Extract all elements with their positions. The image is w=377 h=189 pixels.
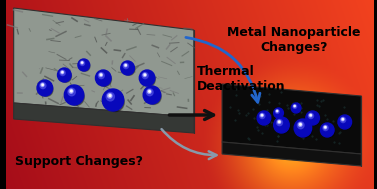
Circle shape (109, 95, 111, 97)
Circle shape (37, 80, 53, 96)
Circle shape (299, 123, 302, 126)
Circle shape (143, 73, 146, 77)
Circle shape (123, 64, 135, 75)
Circle shape (98, 73, 112, 86)
Circle shape (69, 89, 73, 93)
Circle shape (108, 94, 112, 98)
Circle shape (60, 70, 72, 82)
Circle shape (276, 120, 290, 133)
Circle shape (259, 113, 271, 125)
Circle shape (82, 62, 83, 63)
Circle shape (306, 111, 319, 125)
Circle shape (123, 63, 129, 69)
Circle shape (277, 120, 281, 124)
Text: Support Changes?: Support Changes? (15, 154, 143, 167)
Circle shape (98, 73, 104, 79)
Circle shape (121, 61, 135, 75)
Circle shape (124, 64, 127, 67)
Circle shape (308, 113, 320, 125)
Circle shape (68, 88, 84, 105)
Circle shape (260, 113, 265, 119)
Circle shape (139, 70, 155, 86)
Circle shape (323, 125, 334, 137)
Circle shape (294, 105, 296, 107)
Circle shape (146, 89, 153, 96)
Circle shape (257, 111, 271, 125)
Polygon shape (14, 103, 194, 133)
Circle shape (100, 73, 103, 77)
Circle shape (106, 93, 124, 112)
Circle shape (147, 90, 151, 93)
Circle shape (80, 61, 90, 71)
Circle shape (294, 105, 295, 106)
Circle shape (320, 123, 334, 137)
Circle shape (106, 93, 114, 101)
Circle shape (297, 122, 312, 137)
Circle shape (274, 117, 289, 133)
Circle shape (309, 114, 312, 117)
Circle shape (275, 110, 284, 118)
Circle shape (100, 74, 102, 76)
Circle shape (276, 110, 279, 113)
Circle shape (142, 73, 148, 79)
Circle shape (60, 70, 65, 76)
Circle shape (102, 89, 124, 111)
Circle shape (340, 117, 352, 129)
Circle shape (143, 86, 161, 104)
Circle shape (142, 73, 155, 86)
Polygon shape (14, 8, 194, 117)
Polygon shape (222, 84, 361, 154)
Circle shape (277, 120, 282, 126)
Circle shape (291, 103, 301, 113)
Circle shape (41, 83, 44, 87)
Circle shape (294, 119, 312, 137)
Text: Thermal
Deactivation: Thermal Deactivation (197, 65, 285, 93)
Circle shape (342, 119, 343, 120)
Circle shape (144, 74, 146, 76)
Circle shape (300, 124, 301, 125)
Circle shape (57, 68, 71, 82)
Circle shape (279, 121, 280, 122)
Circle shape (274, 108, 284, 118)
Circle shape (61, 71, 64, 74)
Circle shape (40, 83, 53, 96)
Circle shape (324, 126, 326, 129)
Circle shape (149, 91, 150, 92)
Circle shape (64, 85, 84, 105)
Circle shape (323, 125, 328, 131)
Circle shape (308, 113, 314, 119)
Circle shape (95, 70, 111, 86)
Circle shape (276, 110, 278, 112)
Circle shape (340, 117, 346, 122)
Circle shape (261, 115, 263, 116)
Text: Metal Nanoparticle
Changes?: Metal Nanoparticle Changes? (227, 26, 361, 54)
Circle shape (70, 90, 72, 92)
Circle shape (40, 83, 46, 89)
Circle shape (80, 61, 84, 65)
Circle shape (81, 62, 83, 64)
Circle shape (342, 118, 344, 121)
Circle shape (62, 72, 63, 73)
Circle shape (125, 65, 126, 66)
Circle shape (293, 105, 301, 113)
Circle shape (325, 127, 326, 128)
Circle shape (42, 84, 43, 85)
Circle shape (297, 122, 304, 129)
Circle shape (146, 89, 161, 105)
Polygon shape (222, 142, 361, 166)
Circle shape (338, 115, 352, 129)
Circle shape (78, 59, 90, 71)
Circle shape (293, 105, 297, 108)
Circle shape (261, 114, 263, 117)
Circle shape (68, 88, 75, 96)
Circle shape (310, 115, 311, 116)
